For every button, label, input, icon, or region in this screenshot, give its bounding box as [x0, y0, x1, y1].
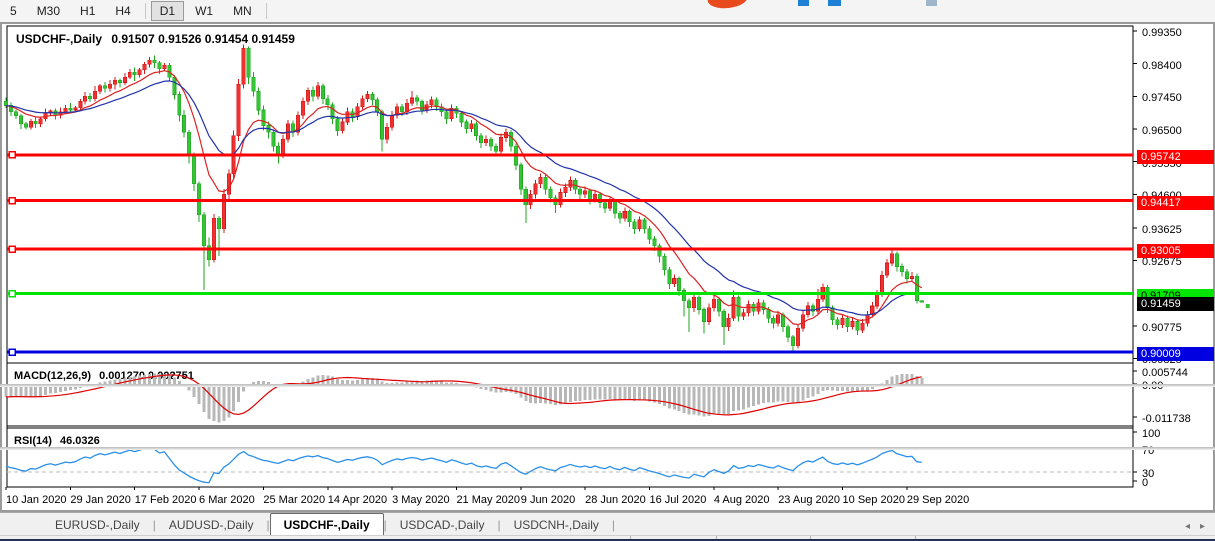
chart-tab-usdcnh[interactable]: USDCNH-,Daily: [513, 518, 599, 532]
status-bar: [0, 535, 1215, 540]
price-tick-label: 0.96500: [1142, 124, 1182, 137]
date-tick-label: 4 Aug 2020: [713, 494, 770, 506]
chart-window[interactable]: USDCHF-,Daily 0.91507 0.91526 0.91454 0.…: [0, 22, 1215, 512]
date-tick-label: 3 May 2020: [392, 494, 450, 506]
price-tick-label: 0.90775: [1142, 321, 1182, 334]
timeframe-button-d1[interactable]: D1: [150, 1, 185, 21]
logo-mark: [707, 0, 749, 10]
date-tick-label: 16 Jul 2020: [649, 494, 707, 506]
tab-separator: |: [266, 518, 270, 532]
tab-separator: |: [497, 518, 501, 532]
timeframe-button-5[interactable]: 5: [10, 4, 17, 18]
date-tick-label: 17 Feb 2020: [134, 494, 197, 506]
timeframe-button-w1[interactable]: W1: [195, 4, 214, 18]
date-tick-label: 21 May 2020: [456, 494, 521, 506]
date-tick-label: 10 Sep 2020: [842, 494, 905, 506]
tabs-holder: EURUSD-,Daily | AUDUSD-,Daily | USDCHF-,Dail…: [42, 513, 615, 536]
price-tick-label: 0.98400: [1142, 59, 1182, 72]
tab-scroll-right-icon[interactable]: ▸: [1199, 521, 1205, 532]
date-tick-label: 6 Mar 2020: [199, 494, 255, 506]
statusbar-separator: [716, 536, 717, 540]
tab-scroll-left-icon[interactable]: ◂: [1184, 521, 1190, 532]
rsi-label: RSI(14) 46.0326: [14, 435, 100, 447]
logo-mark: [798, 0, 809, 6]
macd-tick-label: 0.005744: [1142, 367, 1188, 379]
date-tick-label: 29 Sep 2020: [906, 494, 970, 506]
statusbar-separator: [915, 536, 916, 540]
rsi-tick-label: 0: [1142, 477, 1149, 489]
statusbar-separator: [630, 536, 631, 540]
date-tick-label: 28 Jun 2020: [585, 494, 646, 506]
tab-separator: |: [152, 518, 156, 532]
window-bottom-edge: [0, 539, 1215, 541]
timeframe-toolbar: 5 M30 H1 H4 D1 W1 MN: [0, 0, 1215, 23]
rsi-tick-label: 30: [1142, 468, 1155, 480]
timeframe-button-mn[interactable]: MN: [233, 4, 252, 18]
price-tick-label: 0.97450: [1142, 92, 1182, 105]
date-tick-label: 25 Mar 2020: [263, 494, 326, 506]
broker-logo-fragment: [700, 0, 950, 10]
tab-scroll-buttons: ◂ ▸: [1185, 521, 1215, 536]
timeframe-buttons: 5 M30 H1 H4 D1 W1 MN: [0, 1, 271, 21]
price-level-badge: 0.90009: [1137, 347, 1214, 362]
chart-tab-usdchf[interactable]: USDCHF-,Daily: [269, 513, 384, 536]
chart-tab-audusd[interactable]: AUDUSD-,Daily: [168, 518, 254, 532]
logo-mark: [828, 0, 841, 6]
date-tick-label: 10 Jan 2020: [6, 494, 67, 506]
rsi-pane-divider[interactable]: [0, 447, 1215, 450]
toolbar-separator: [144, 3, 146, 19]
date-tick-label: 9 Jun 2020: [520, 494, 576, 506]
chart-tab-usdcad[interactable]: USDCAD-,Daily: [399, 518, 485, 532]
date-tick-label: 14 Apr 2020: [327, 494, 388, 506]
tab-separator: |: [383, 518, 387, 532]
ohlc-quotes: 0.91507 0.91526 0.91454 0.91459: [111, 32, 295, 46]
macd-label: MACD(12,26,9) 0.001270 0.002751: [14, 370, 194, 382]
logo-mark: [926, 0, 937, 6]
price-tick-label: 0.99350: [1142, 26, 1182, 39]
price-level-badge: 0.94417: [1137, 195, 1214, 210]
date-tick-label: 29 Jan 2020: [70, 494, 131, 506]
macd-tick-label: -0.011738: [1142, 413, 1191, 425]
tab-separator: |: [611, 518, 616, 532]
timeframe-button-m30[interactable]: M30: [36, 4, 61, 18]
timeframe-button-h1[interactable]: H1: [80, 4, 96, 18]
price-level-badge: 0.95742: [1137, 149, 1214, 164]
symbol-period-label: USDCHF-,Daily: [16, 32, 103, 46]
price-level-badge: 0.91459: [1137, 297, 1214, 312]
price-tick-label: 0.93625: [1142, 223, 1182, 236]
date-tick-label: 23 Aug 2020: [778, 494, 840, 506]
price-level-badge: 0.93005: [1137, 244, 1214, 259]
macd-pane-divider[interactable]: [0, 384, 1215, 387]
toolbar-separator: [265, 3, 267, 19]
timeframe-button-h4[interactable]: H4: [115, 4, 131, 18]
statusbar-separator: [810, 536, 811, 540]
chart-title: USDCHF-,Daily 0.91507 0.91526 0.91454 0.…: [16, 32, 301, 46]
price-tick-label: 0.92675: [1142, 256, 1182, 269]
chart-tab-eurusd[interactable]: EURUSD-,Daily: [55, 518, 140, 532]
rsi-tick-label: 100: [1142, 428, 1161, 440]
chart-tab-bar: EURUSD-,Daily | AUDUSD-,Daily | USDCHF-,Dail…: [0, 512, 1215, 536]
